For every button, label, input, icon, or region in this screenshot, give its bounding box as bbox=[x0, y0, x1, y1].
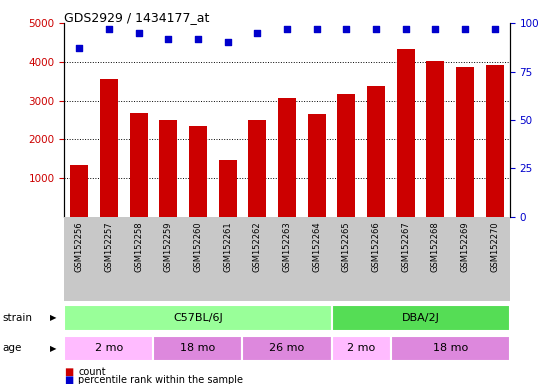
Bar bbox=[456, 67, 474, 217]
Text: 2 mo: 2 mo bbox=[95, 343, 123, 354]
Text: GSM152267: GSM152267 bbox=[401, 221, 410, 272]
Text: DBA/2J: DBA/2J bbox=[402, 313, 440, 323]
Text: 18 mo: 18 mo bbox=[180, 343, 216, 354]
Text: count: count bbox=[78, 367, 106, 377]
Bar bbox=[242, 336, 332, 361]
Bar bbox=[391, 336, 510, 361]
Text: ■: ■ bbox=[64, 375, 74, 384]
Text: C57BL/6J: C57BL/6J bbox=[173, 313, 223, 323]
Bar bbox=[397, 49, 414, 217]
Text: GSM152265: GSM152265 bbox=[342, 221, 351, 272]
Text: GSM152257: GSM152257 bbox=[104, 221, 114, 272]
Text: percentile rank within the sample: percentile rank within the sample bbox=[78, 375, 244, 384]
Text: GSM152256: GSM152256 bbox=[74, 221, 84, 272]
Bar bbox=[332, 336, 391, 361]
Point bbox=[194, 35, 203, 41]
Text: 2 mo: 2 mo bbox=[347, 343, 375, 354]
Point bbox=[372, 26, 381, 32]
Bar bbox=[64, 336, 153, 361]
Text: GSM152263: GSM152263 bbox=[282, 221, 292, 272]
Bar bbox=[189, 126, 207, 217]
Text: GSM152262: GSM152262 bbox=[253, 221, 262, 272]
Point bbox=[134, 30, 143, 36]
Text: GSM152269: GSM152269 bbox=[460, 221, 470, 272]
Point bbox=[75, 45, 84, 51]
Point bbox=[342, 26, 351, 32]
Point bbox=[312, 26, 321, 32]
Point bbox=[164, 35, 173, 41]
Bar bbox=[100, 78, 118, 217]
Text: GSM152268: GSM152268 bbox=[431, 221, 440, 272]
Bar bbox=[249, 121, 266, 217]
Text: 26 mo: 26 mo bbox=[269, 343, 305, 354]
Text: ▶: ▶ bbox=[49, 344, 56, 353]
Point bbox=[223, 40, 232, 46]
Point bbox=[253, 30, 262, 36]
Bar bbox=[130, 113, 147, 217]
Bar bbox=[153, 336, 242, 361]
Text: GSM152266: GSM152266 bbox=[371, 221, 381, 272]
Text: GSM152260: GSM152260 bbox=[193, 221, 203, 272]
Text: GSM152264: GSM152264 bbox=[312, 221, 321, 272]
Text: GSM152258: GSM152258 bbox=[134, 221, 143, 272]
Text: 18 mo: 18 mo bbox=[433, 343, 468, 354]
Point bbox=[401, 26, 410, 32]
Bar bbox=[71, 165, 88, 217]
Point bbox=[105, 26, 114, 32]
Point bbox=[460, 26, 469, 32]
Bar bbox=[308, 114, 325, 217]
Text: GSM152270: GSM152270 bbox=[490, 221, 500, 272]
Text: GSM152261: GSM152261 bbox=[223, 221, 232, 272]
Point bbox=[282, 26, 291, 32]
Text: ■: ■ bbox=[64, 367, 74, 377]
Text: age: age bbox=[3, 343, 22, 354]
Bar bbox=[367, 86, 385, 217]
Text: GSM152259: GSM152259 bbox=[164, 221, 173, 272]
Text: GDS2929 / 1434177_at: GDS2929 / 1434177_at bbox=[64, 12, 210, 25]
Bar bbox=[64, 305, 332, 331]
Bar bbox=[427, 61, 444, 217]
Bar bbox=[160, 121, 177, 217]
Text: strain: strain bbox=[3, 313, 33, 323]
Point bbox=[491, 26, 500, 32]
Bar bbox=[486, 65, 503, 217]
Bar bbox=[332, 305, 510, 331]
Bar bbox=[219, 161, 236, 217]
Bar bbox=[278, 98, 296, 217]
Bar bbox=[338, 94, 355, 217]
Point bbox=[431, 26, 440, 32]
Text: ▶: ▶ bbox=[49, 313, 56, 322]
